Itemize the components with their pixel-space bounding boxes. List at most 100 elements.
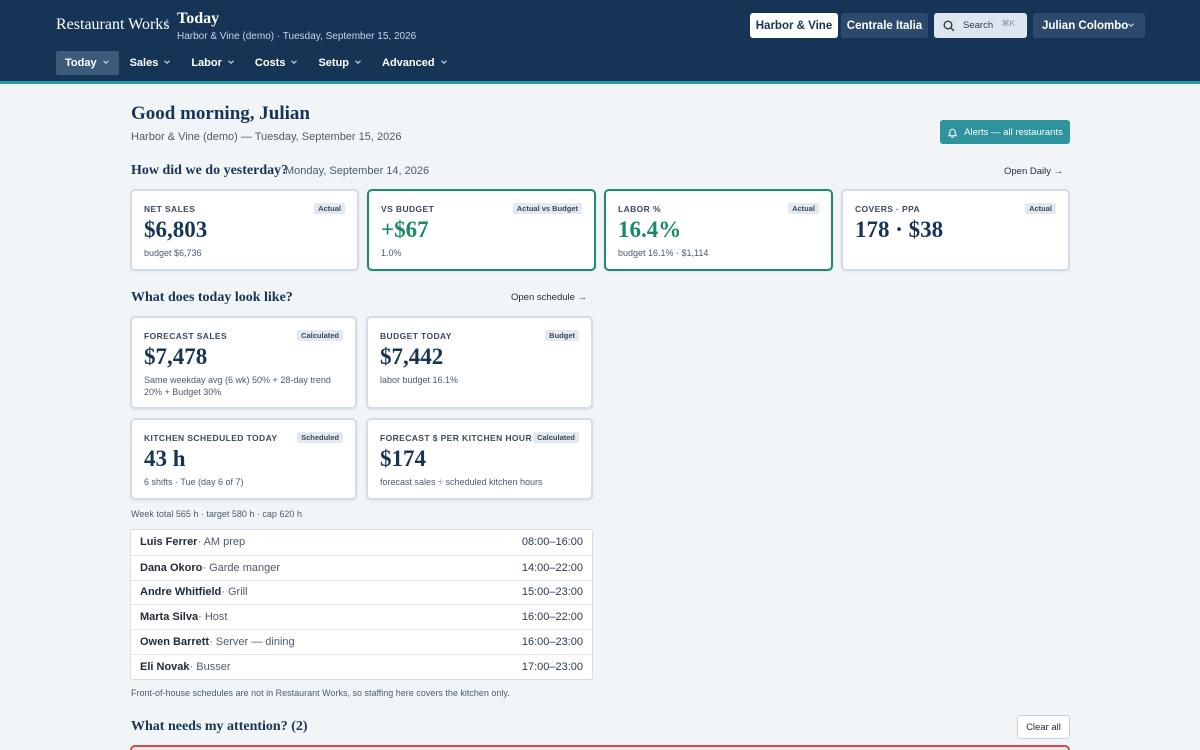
nav-item-costs[interactable]: Costs (246, 51, 308, 75)
shift-row[interactable]: Marta Silva · Host 16:00–22:00 (131, 604, 592, 629)
card-value: $6,803 (144, 217, 208, 242)
card-note: forecast sales ÷ scheduled kitchen hours (380, 477, 543, 487)
shift-role: · Host (198, 611, 228, 624)
card-note: Same weekday avg (6 wk) 50% + 28-day tre… (144, 375, 331, 397)
card-label: FORECAST SALES (144, 331, 228, 341)
forecast-sales-card[interactable]: FORECAST SALES Calculated $7,478 Same we… (130, 316, 357, 409)
nav-item-setup[interactable]: Setup (309, 51, 371, 75)
chevron-down-icon (290, 57, 298, 69)
shift-time: 15:00–23:00 (521, 586, 583, 599)
top-header: Restaurant Works / Today Harbor & Vine (… (0, 0, 1200, 84)
breadcrumb-separator: / (164, 16, 168, 32)
card-label: COVERS · PPA (855, 204, 921, 214)
card-label: KITCHEN SCHEDULED TODAY (144, 433, 278, 443)
user-menu-button[interactable]: Julian Colombo (1033, 13, 1145, 38)
bell-icon (947, 127, 958, 138)
card-value: 178 · $38 (855, 217, 944, 242)
nav-item-label: Today (65, 57, 97, 69)
shift-employee-name: Owen Barrett (140, 636, 210, 649)
nav-item-labor[interactable]: Labor (182, 51, 244, 75)
shift-row[interactable]: Dana Okoro · Garde manger 14:00–22:00 (131, 554, 592, 580)
card-note: 6 shifts · Tue (day 6 of 7) (144, 477, 244, 487)
restaurant-button-harbor-vine[interactable]: Harbor & Vine (750, 13, 838, 38)
card-label: FORECAST $ PER KITCHEN HOUR (380, 433, 533, 443)
shift-time: 17:00–23:00 (521, 660, 583, 673)
card-label: NET SALES (144, 204, 196, 214)
shift-employee-name: Andre Whitfield (140, 586, 222, 599)
card-value: $7,478 (144, 344, 208, 369)
alerts-button-label: Alerts — all restaurants (964, 126, 1063, 138)
card-value: +$67 (381, 217, 429, 242)
shift-employee-name: Marta Silva (140, 611, 199, 624)
labor-percent-card[interactable]: LABOR % Actual 16.4% budget 16.1% · $1,1… (604, 189, 833, 271)
today-heading: What does today look like? (131, 290, 293, 305)
card-label: LABOR % (618, 204, 661, 214)
nav-item-label: Advanced (382, 57, 435, 69)
covers-ppa-card[interactable]: COVERS · PPA Actual 178 · $38 (841, 189, 1070, 271)
shift-role: · Busser (189, 660, 231, 673)
search-shortcut: ⌘K (1001, 19, 1015, 28)
shift-row[interactable]: Luis Ferrer · AM prep 08:00–16:00 (131, 530, 592, 555)
nav-item-today[interactable]: Today (56, 51, 119, 75)
shift-row[interactable]: Andre Whitfield · Grill 15:00–23:00 (131, 579, 592, 605)
greeting-title: Good morning, Julian (131, 103, 310, 124)
open-daily-link[interactable]: Open Daily → (1004, 166, 1064, 177)
status-badge: Scheduled (297, 432, 343, 443)
card-value: $174 (380, 446, 426, 471)
nav-item-advanced[interactable]: Advanced (373, 51, 457, 75)
yesterday-date: Monday, September 14, 2026 (285, 165, 430, 177)
vs-budget-card[interactable]: VS BUDGET Actual vs Budget +$67 1.0% (367, 189, 596, 271)
chevron-down-icon (440, 57, 448, 69)
shift-row[interactable]: Eli Novak · Busser 17:00–23:00 (131, 653, 592, 679)
net-sales-card[interactable]: NET SALES Actual $6,803 budget $6,736 (130, 189, 359, 271)
restaurant-button-centrale-italia[interactable]: Centrale Italia (841, 13, 928, 38)
status-badge: Actual (314, 203, 345, 214)
brand-name[interactable]: Restaurant Works (56, 16, 170, 33)
page-title: Today (177, 10, 220, 27)
nav-item-label: Costs (254, 57, 286, 69)
shift-employee-name: Luis Ferrer (140, 536, 198, 549)
shift-role: · Server — dining (209, 636, 295, 649)
shift-time: 16:00–22:00 (521, 611, 583, 624)
shift-row[interactable]: Owen Barrett · Server — dining 16:00–23:… (131, 629, 592, 654)
forecast-per-kitchen-hour-card[interactable]: FORECAST $ PER KITCHEN HOUR Calculated $… (366, 418, 593, 500)
status-badge: Actual (1025, 203, 1056, 214)
kitchen-scheduled-card[interactable]: KITCHEN SCHEDULED TODAY Scheduled 43 h 6… (130, 418, 357, 500)
shift-employee-name: Dana Okoro (140, 561, 203, 574)
status-badge: Actual (788, 203, 819, 214)
status-badge: Calculated (533, 432, 579, 443)
shift-time: 08:00–16:00 (521, 536, 583, 549)
card-value: $7,442 (380, 344, 444, 369)
status-badge: Actual vs Budget (512, 203, 582, 214)
clear-all-button[interactable]: Clear all (1017, 715, 1070, 739)
card-note: budget $6,736 (144, 248, 202, 258)
search-label: Search (963, 20, 994, 31)
shift-role: · AM prep (197, 536, 246, 549)
shift-list: Luis Ferrer · AM prep 08:00–16:00 Dana O… (130, 529, 593, 680)
attention-heading: What needs my attention? (2) (131, 719, 308, 734)
yesterday-heading: How did we do yesterday? (131, 163, 289, 178)
user-name: Julian Colombo (1042, 19, 1129, 32)
nav-item-sales[interactable]: Sales (121, 51, 181, 75)
greeting-subtitle: Harbor & Vine (demo) — Tuesday, Septembe… (131, 131, 402, 143)
search-button[interactable]: Search ⌘K (934, 13, 1027, 38)
alerts-all-restaurants-button[interactable]: Alerts — all restaurants (940, 120, 1070, 144)
nav-item-label: Setup (318, 57, 350, 69)
page-subtitle: Harbor & Vine (demo) · Tuesday, Septembe… (177, 31, 417, 42)
shift-role: · Grill (221, 586, 248, 599)
search-icon (943, 20, 955, 32)
open-schedule-link[interactable]: Open schedule → (511, 292, 588, 303)
attention-alert-card[interactable] (130, 745, 1070, 750)
card-value: 43 h (144, 446, 186, 471)
budget-today-card[interactable]: BUDGET TODAY Budget $7,442 labor budget … (366, 316, 593, 409)
chevron-down-icon (1127, 20, 1135, 32)
card-label: BUDGET TODAY (380, 331, 452, 341)
week-total-hours: Week total 565 h · target 580 h · cap 62… (131, 509, 302, 519)
shift-time: 16:00–23:00 (521, 636, 583, 649)
chevron-down-icon (163, 57, 171, 69)
chevron-down-icon (227, 57, 235, 69)
kitchen-only-footnote: Front-of-house schedules are not in Rest… (131, 688, 510, 698)
main-nav: Today Sales Labor Costs Setup Advanced (56, 51, 459, 75)
status-badge: Budget (545, 330, 579, 341)
card-note: budget 16.1% · $1,114 (618, 248, 709, 258)
